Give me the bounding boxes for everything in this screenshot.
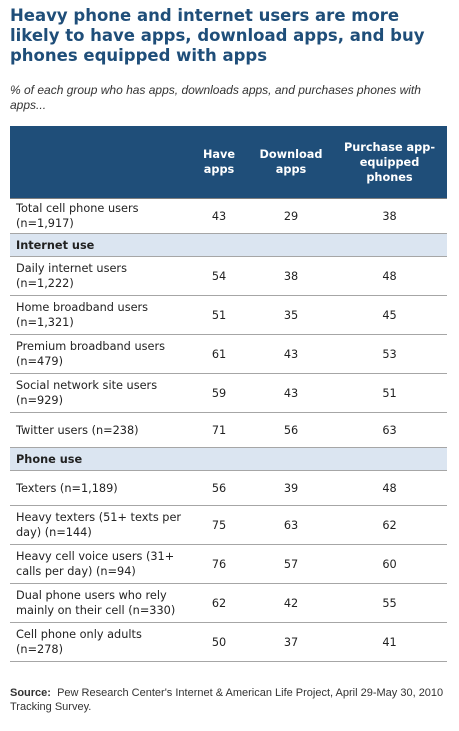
cell-purchase-phones: 45 [332, 295, 447, 335]
source-label: Source: [10, 687, 51, 699]
cell-purchase-phones: 38 [332, 198, 447, 234]
cell-download-apps: 43 [250, 373, 332, 413]
section-label: Phone use [10, 447, 447, 471]
cell-have-apps: 50 [188, 622, 250, 662]
cell-have-apps: 56 [188, 470, 250, 506]
section-label: Internet use [10, 233, 447, 257]
cell-purchase-phones: 55 [332, 583, 447, 623]
cell-purchase-phones: 62 [332, 505, 447, 545]
cell-download-apps: 56 [250, 412, 332, 448]
table-row: Total cell phone users (n=1,917) 43 29 3… [10, 198, 447, 234]
cell-purchase-phones: 63 [332, 412, 447, 448]
cell-download-apps: 37 [250, 622, 332, 662]
section-row: Internet use [10, 233, 447, 257]
header-cell-blank [10, 126, 188, 199]
cell-download-apps: 57 [250, 544, 332, 584]
table-row: Daily internet users (n=1,222) 54 38 48 [10, 256, 447, 296]
table-row: Social network site users (n=929) 59 43 … [10, 373, 447, 413]
table-row: Dual phone users who rely mainly on thei… [10, 583, 447, 623]
row-label: Social network site users (n=929) [10, 373, 188, 413]
header-cell-have-apps: Have apps [188, 126, 250, 199]
data-table: Have apps Download apps Purchase app-equ… [10, 126, 447, 662]
cell-have-apps: 75 [188, 505, 250, 545]
cell-have-apps: 62 [188, 583, 250, 623]
row-label: Total cell phone users (n=1,917) [10, 198, 188, 234]
cell-have-apps: 43 [188, 198, 250, 234]
cell-download-apps: 39 [250, 470, 332, 506]
table-row: Cell phone only adults (n=278) 50 37 41 [10, 622, 447, 662]
cell-download-apps: 43 [250, 334, 332, 374]
table-row: Heavy cell voice users (31+ calls per da… [10, 544, 447, 584]
row-label: Cell phone only adults (n=278) [10, 622, 188, 662]
source-note: Source: Pew Research Center's Internet &… [10, 686, 450, 714]
cell-have-apps: 71 [188, 412, 250, 448]
cell-purchase-phones: 48 [332, 470, 447, 506]
cell-download-apps: 63 [250, 505, 332, 545]
row-label: Heavy texters (51+ texts per day) (n=144… [10, 505, 188, 545]
header-cell-download-apps: Download apps [250, 126, 332, 199]
cell-have-apps: 51 [188, 295, 250, 335]
cell-have-apps: 61 [188, 334, 250, 374]
header-row: Have apps Download apps Purchase app-equ… [10, 126, 447, 199]
table-row: Texters (n=1,189) 56 39 48 [10, 470, 447, 506]
cell-have-apps: 59 [188, 373, 250, 413]
table-row: Premium broadband users (n=479) 61 43 53 [10, 334, 447, 374]
row-label: Home broadband users (n=1,321) [10, 295, 188, 335]
section-row: Phone use [10, 447, 447, 471]
row-label: Dual phone users who rely mainly on thei… [10, 583, 188, 623]
cell-have-apps: 54 [188, 256, 250, 296]
source-text: Pew Research Center's Internet & America… [10, 687, 444, 713]
chart-subtitle: % of each group who has apps, downloads … [10, 83, 421, 112]
row-label: Premium broadband users (n=479) [10, 334, 188, 374]
cell-download-apps: 35 [250, 295, 332, 335]
row-label: Heavy cell voice users (31+ calls per da… [10, 544, 188, 584]
table-row: Heavy texters (51+ texts per day) (n=144… [10, 505, 447, 545]
cell-download-apps: 42 [250, 583, 332, 623]
cell-purchase-phones: 51 [332, 373, 447, 413]
cell-purchase-phones: 41 [332, 622, 447, 662]
cell-purchase-phones: 48 [332, 256, 447, 296]
row-label: Twitter users (n=238) [10, 412, 188, 448]
cell-download-apps: 29 [250, 198, 332, 234]
chart-title: Heavy phone and internet users are more … [10, 6, 425, 65]
cell-download-apps: 38 [250, 256, 332, 296]
cell-have-apps: 76 [188, 544, 250, 584]
cell-purchase-phones: 60 [332, 544, 447, 584]
header-cell-purchase-phones: Purchase app-equipped phones [332, 126, 447, 199]
cell-purchase-phones: 53 [332, 334, 447, 374]
row-label: Texters (n=1,189) [10, 470, 188, 506]
table-row: Home broadband users (n=1,321) 51 35 45 [10, 295, 447, 335]
row-label: Daily internet users (n=1,222) [10, 256, 188, 296]
table-row: Twitter users (n=238) 71 56 63 [10, 412, 447, 448]
